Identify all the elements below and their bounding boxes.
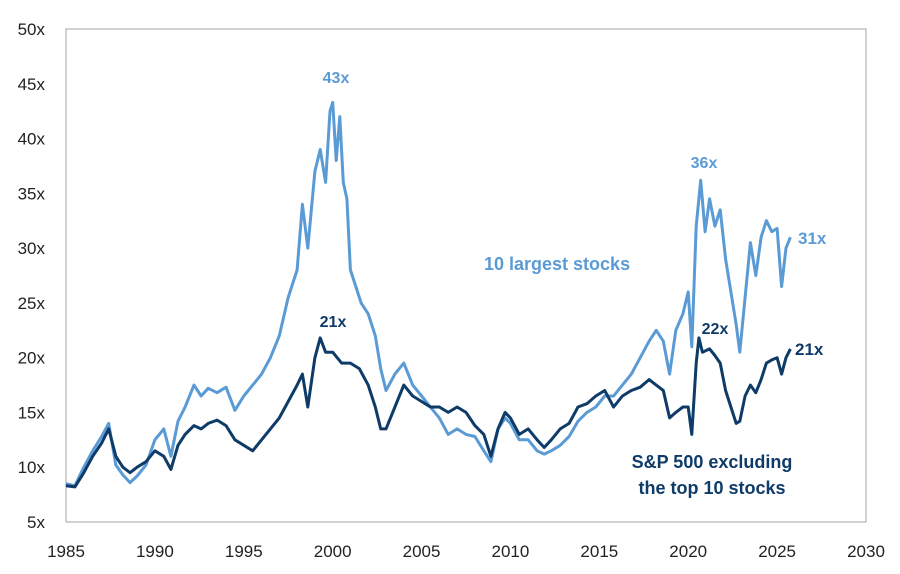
x-tick-label: 1995 bbox=[225, 542, 263, 561]
series-line-sp500-excluding-top10 bbox=[65, 336, 792, 489]
annotation-peak-2000-top10: 43x bbox=[323, 70, 350, 87]
x-axis: 1985 1990 1995 2000 2005 2010 2015 2020 2025 2030 bbox=[47, 542, 885, 561]
series-layer bbox=[65, 100, 792, 489]
x-tick-label: 1990 bbox=[136, 542, 174, 561]
x-tick-label: 2000 bbox=[314, 542, 352, 561]
y-tick-label: 25x bbox=[18, 294, 46, 313]
y-tick-label: 15x bbox=[18, 403, 46, 422]
annotation-peak-2000-rest: 21x bbox=[320, 314, 347, 331]
x-tick-label: 1985 bbox=[47, 542, 85, 561]
annotation-peak-2021-rest: 22x bbox=[702, 321, 729, 338]
series-line-10-largest-stocks bbox=[65, 100, 792, 488]
annotation-peak-2021-top10: 36x bbox=[691, 155, 718, 172]
y-tick-label: 20x bbox=[18, 349, 46, 368]
y-tick-label: 30x bbox=[18, 239, 46, 258]
plot-frame bbox=[65, 28, 867, 523]
y-axis: 5x 10x 15x 20x 25x 30x 35x 40x 45x 50x bbox=[18, 20, 46, 532]
label-10-largest-stocks: 10 largest stocks bbox=[484, 254, 630, 274]
x-tick-label: 2025 bbox=[758, 542, 796, 561]
x-tick-label: 2015 bbox=[580, 542, 618, 561]
y-tick-label: 10x bbox=[18, 458, 46, 477]
label-sp500-excluding-line1: S&P 500 excluding bbox=[632, 452, 793, 472]
y-tick-label: 35x bbox=[18, 184, 46, 203]
x-tick-label: 2005 bbox=[403, 542, 441, 561]
annotation-end-top10: 31x bbox=[798, 229, 827, 248]
label-sp500-excluding-line2: the top 10 stocks bbox=[638, 478, 785, 498]
y-tick-label: 45x bbox=[18, 75, 46, 94]
x-tick-label: 2020 bbox=[669, 542, 707, 561]
y-tick-label: 40x bbox=[18, 130, 46, 149]
x-tick-label: 2030 bbox=[847, 542, 885, 561]
y-tick-label: 50x bbox=[18, 20, 46, 39]
annotation-end-rest: 21x bbox=[795, 340, 824, 359]
x-tick-label: 2010 bbox=[492, 542, 530, 561]
y-tick-label: 5x bbox=[27, 513, 45, 532]
